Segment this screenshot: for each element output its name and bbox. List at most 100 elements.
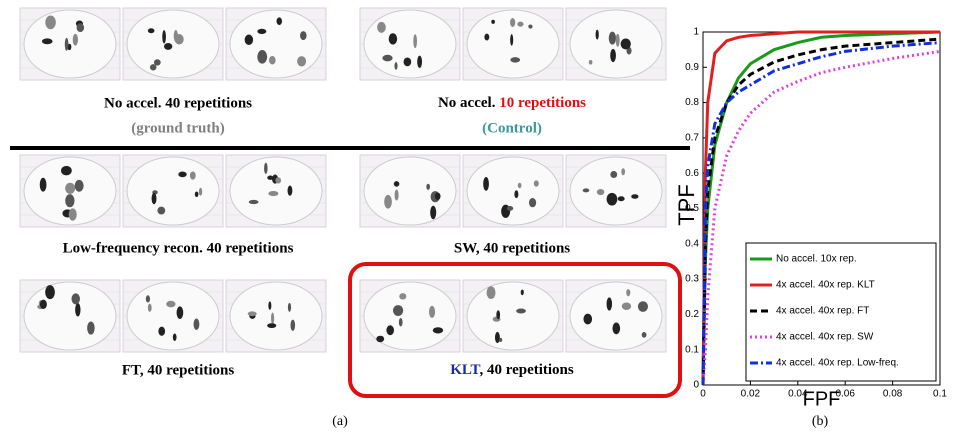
activation (195, 191, 199, 197)
caption-part: , 40 repetitions (479, 362, 573, 378)
y-tick-label: 0.2 (685, 309, 699, 320)
activation (394, 62, 397, 70)
brain-outline (230, 157, 322, 225)
caption: FT, 40 repetitions (122, 362, 235, 378)
activation (435, 193, 441, 200)
caption: Low-frequency recon. 40 repetitions (63, 240, 294, 256)
activation (516, 309, 526, 314)
activation (597, 189, 605, 195)
activation (394, 181, 400, 187)
activation (610, 171, 617, 178)
glass-brain (360, 280, 460, 352)
activation (87, 321, 95, 334)
activation (413, 34, 417, 48)
activation (510, 18, 515, 27)
glass-brain (20, 280, 120, 352)
activation (616, 34, 620, 47)
activation (607, 297, 612, 310)
brain-outline (127, 10, 219, 78)
activation (517, 22, 523, 27)
activation (596, 30, 599, 40)
activation (288, 303, 291, 312)
activation (621, 168, 625, 175)
activation (152, 193, 157, 204)
legend-label: 4x accel. 40x rep. Low-freq. (776, 358, 899, 369)
activation (607, 193, 618, 206)
activation (148, 28, 155, 33)
activation (69, 208, 77, 220)
activation (395, 190, 399, 201)
activation (164, 43, 172, 50)
legend-label: No accel. 10x rep. (776, 254, 857, 265)
caption-highlight: KLT (450, 362, 480, 378)
caption-highlight: 10 repetitions (499, 95, 586, 111)
activation (514, 190, 518, 198)
activation (510, 34, 513, 46)
activation (433, 327, 443, 333)
activation (45, 16, 56, 30)
brain-outline (24, 282, 116, 350)
activation (45, 285, 55, 299)
activation (154, 59, 161, 65)
legend-label: 4x accel. 40x rep. KLT (776, 280, 875, 291)
activation (404, 58, 412, 67)
brain-outline (230, 10, 322, 78)
x-tick-label: 0.1 (933, 389, 947, 400)
activation (297, 56, 306, 66)
activation (376, 336, 384, 342)
activation (386, 325, 394, 335)
y-tick-label: 1 (693, 27, 699, 38)
activation (382, 55, 392, 62)
activation (257, 29, 266, 34)
activation (496, 310, 500, 319)
activation (276, 17, 282, 25)
activation (175, 34, 184, 45)
activation (264, 163, 267, 174)
caption: KLT, 40 repetitions (450, 362, 574, 378)
caption: No accel. 40 repetitions (104, 95, 252, 111)
glass-brain (360, 8, 460, 80)
activation (642, 332, 647, 338)
activation (510, 57, 520, 62)
activation (268, 191, 278, 196)
activation (430, 206, 436, 219)
activation (529, 198, 536, 207)
brain-outline (127, 282, 219, 350)
activation (300, 31, 307, 40)
activation (290, 320, 295, 331)
glass-brain (123, 280, 223, 352)
activation (173, 334, 177, 342)
caption-part: No accel. (438, 95, 499, 111)
activation (377, 22, 386, 33)
caption: SW, 40 repetitions (454, 240, 570, 256)
activation (162, 30, 166, 43)
activation (487, 286, 496, 299)
activation (65, 183, 75, 194)
activation (269, 56, 276, 64)
activation (166, 301, 175, 308)
activation (583, 314, 592, 325)
activation (40, 300, 47, 309)
y-tick-label: 0.4 (685, 238, 699, 249)
activation (77, 23, 84, 32)
activation (61, 166, 72, 176)
brain-outline (467, 282, 559, 350)
activation (589, 60, 593, 65)
activation (73, 34, 78, 46)
activation (75, 303, 80, 316)
glass-brain (566, 280, 666, 352)
panel-label: (b) (812, 414, 829, 429)
activation (267, 323, 276, 328)
activation (499, 338, 502, 342)
brain-outline (364, 157, 456, 225)
activation (199, 188, 202, 196)
activation (399, 293, 406, 299)
activation (426, 184, 430, 190)
y-axis-label: TPF (674, 184, 699, 226)
activation (275, 177, 281, 183)
activation (521, 289, 524, 295)
glass-brain (566, 155, 666, 227)
activation (267, 176, 273, 180)
brain-outline (127, 157, 219, 225)
glass-brain (20, 8, 120, 80)
